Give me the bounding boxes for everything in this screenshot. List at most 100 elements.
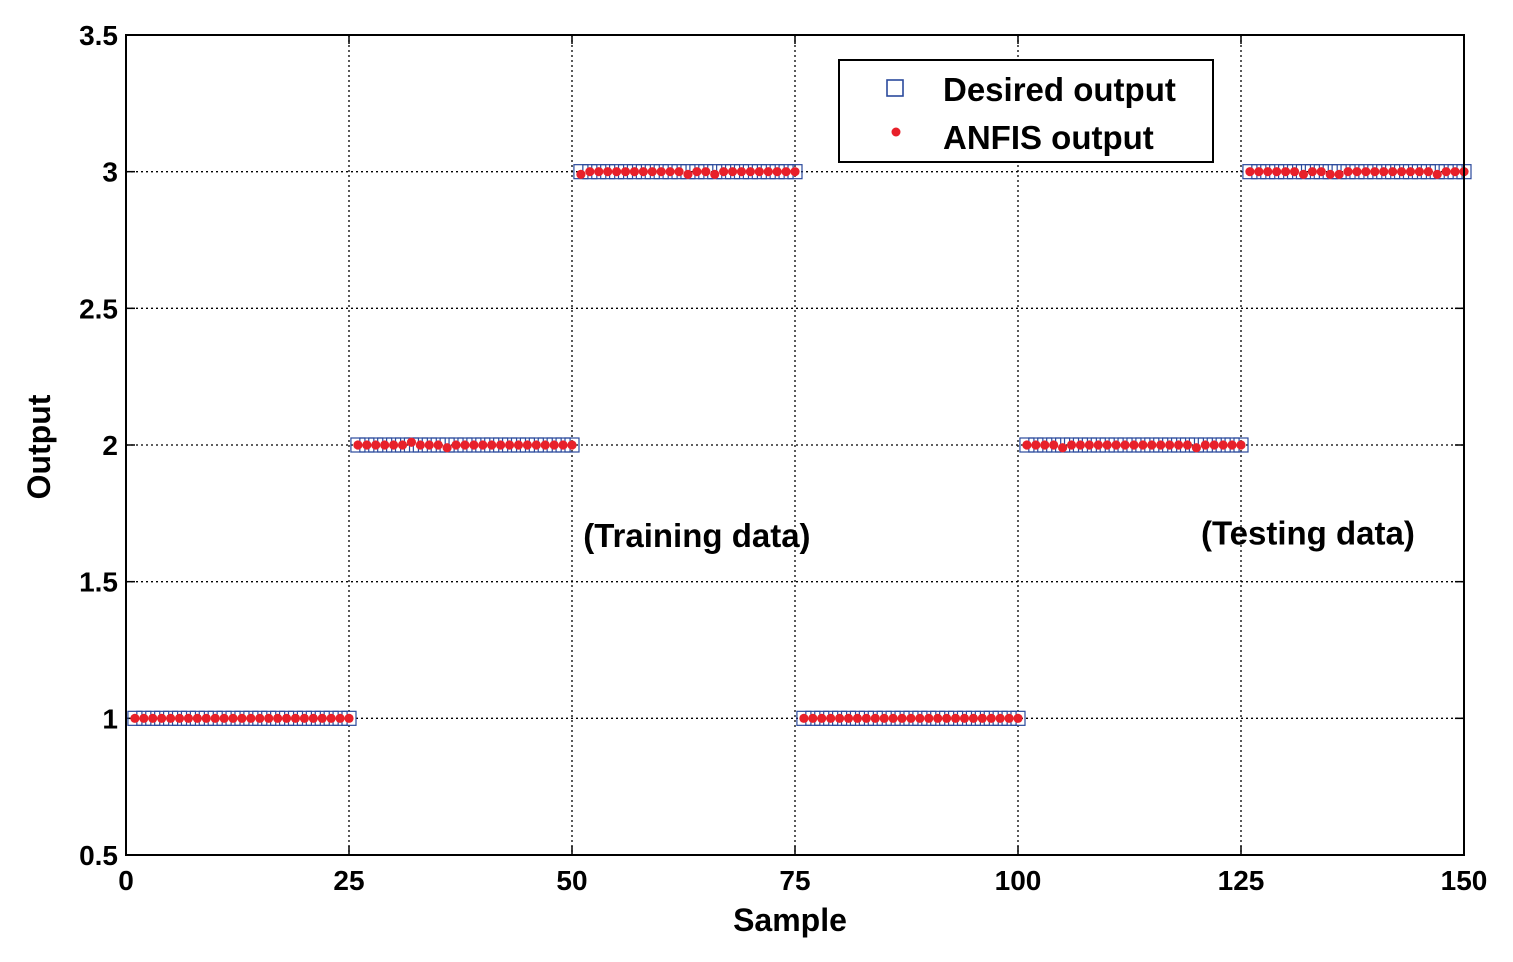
anfis-output-point [1352,167,1362,177]
anfis-output-point [861,713,871,723]
annotation-testing-data: (Testing data) [1201,514,1415,551]
anfis-output-point [959,713,970,723]
anfis-output-point [1058,443,1068,453]
anfis-output-point [433,440,443,450]
y-tick-label: 3 [102,157,118,188]
anfis-output-point [1173,440,1184,450]
anfis-output-point [389,440,399,450]
anfis-output-point [656,167,666,177]
anfis-output-point [576,169,586,179]
anfis-output-point [1022,440,1032,450]
anfis-output-point [683,169,693,179]
anfis-output-point [1004,713,1014,723]
anfis-output-point [745,167,756,177]
anfis-output-point [1272,167,1282,177]
anfis-output-point [603,167,613,177]
anfis-output-point [1423,167,1433,177]
plot-frame [125,34,1465,856]
anfis-output-point [1227,440,1237,450]
anfis-output-point [870,713,880,723]
anfis-output-point [719,167,729,177]
anfis-output-point [727,167,738,177]
x-tick-label: 50 [556,865,587,896]
anfis-output-point [317,713,327,723]
anfis-output-point [995,713,1005,723]
anfis-output-point [362,440,372,450]
anfis-output-point [701,167,711,177]
anfis-output-point [781,167,791,177]
anfis-output-point [1111,440,1121,450]
annotation-training-data: (Training data) [583,517,810,554]
anfis-output-point [1191,443,1201,453]
anfis-output-point [1379,167,1389,177]
y-tick-label: 1 [102,703,118,734]
anfis-output-point [1031,440,1041,450]
anfis-output-point [1013,713,1023,723]
anfis-output-point [424,440,434,450]
anfis-output-point [299,713,309,723]
anfis-output-point [380,440,390,450]
legend-label-anfis: ANFIS output [943,119,1154,156]
anfis-output-point [228,713,238,723]
anfis-output-point [1396,167,1407,177]
anfis-output-point [1200,440,1210,450]
anfis-output-point [397,440,408,450]
anfis-output-point [273,713,283,723]
anfis-output-point [513,440,524,450]
anfis-output-point [237,713,247,723]
y-tick-labels: 0.5 1 1.5 2 2.5 3 3.5 [79,20,118,871]
anfis-output-point [344,713,354,723]
anfis-output-point [353,440,363,450]
legend-label-desired: Desired output [943,71,1176,108]
anfis-output-point [192,713,202,723]
anfis-output-point [1343,167,1353,177]
anfis-output-point [585,167,595,177]
anfis-output-point [692,167,702,177]
anfis-output-point [906,713,916,723]
anfis-output-point [986,713,996,723]
anfis-output-point [826,713,836,723]
anfis-output-point [1182,440,1193,450]
anfis-output-point [665,167,675,177]
anfis-output-point [460,440,470,450]
anfis-output-point [487,440,497,450]
anfis-output-point [620,167,631,177]
anfis-output-point [888,713,898,723]
anfis-output-point [1414,167,1424,177]
anfis-output-point [496,440,506,450]
anfis-output-point [1307,167,1317,177]
y-tick-label: 1.5 [79,567,118,598]
anfis-output-point [817,713,827,723]
anfis-output-point [335,713,345,723]
anfis-output-point [977,713,987,723]
anfis-output-point [166,713,176,723]
anfis-output-point [1405,167,1416,177]
anfis-output-point [210,713,220,723]
anfis-output-point [897,713,907,723]
anfis-output-point [148,713,158,723]
anfis-output-point [451,440,461,450]
anfis-output-point [1066,440,1077,450]
anfis-output-point [504,440,515,450]
anfis-output-point [1147,440,1157,450]
anfis-output-point [219,713,229,723]
anfis-output-series [130,167,1469,723]
anfis-output-point [1432,169,1442,179]
anfis-output-point [772,167,782,177]
anfis-output-point [1388,167,1398,177]
anfis-output-point [879,713,889,723]
anfis-output-point [1049,440,1059,450]
anfis-output-point [1156,440,1166,450]
anfis-output-point [130,713,140,723]
x-tick-label: 75 [779,865,810,896]
anfis-output-point [790,167,800,177]
anfis-output-point [647,167,657,177]
anfis-output-point [924,713,934,723]
anfis-output-point [1325,169,1335,179]
anfis-output-point [915,713,925,723]
anfis-output-point [567,440,577,450]
x-tick-label: 125 [1218,865,1265,896]
anfis-output-point [1209,440,1219,450]
anfis-output-point [1298,169,1309,179]
